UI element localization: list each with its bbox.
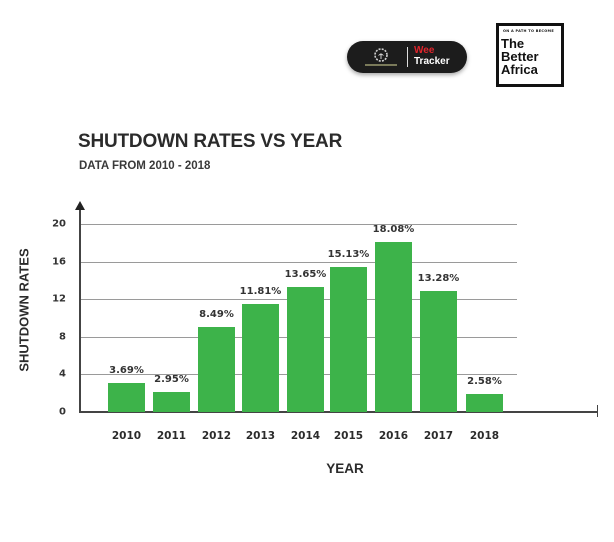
bar-2015 <box>330 267 367 412</box>
y-tick-label: 20 <box>52 218 66 230</box>
x-tick-label: 2015 <box>333 430 364 442</box>
bar-2010 <box>108 382 145 412</box>
y-tick-label: 8 <box>59 331 66 343</box>
value-label: 15.13% <box>327 249 370 261</box>
x-tick-label: 2018 <box>469 430 500 442</box>
x-tick-label: 2014 <box>290 430 321 442</box>
chart-subtitle: DATA FROM 2010 - 2018 <box>79 160 211 172</box>
bar-2018 <box>466 394 503 412</box>
logo-tagline: ON A PATH TO BECOME <box>503 29 555 33</box>
value-label: 18.08% <box>372 223 415 235</box>
logo-line-better: Better <box>501 49 539 64</box>
the-better-africa-logo: ON A PATH TO BECOME The Better Africa <box>496 23 564 87</box>
y-axis <box>79 208 81 413</box>
bar-2017 <box>420 290 457 412</box>
logo-divider <box>407 47 408 67</box>
logo-tracker-text: Tracker <box>414 56 450 67</box>
value-label: 11.81% <box>239 285 282 297</box>
logo-caption <box>365 64 397 66</box>
chart-title: SHUTDOWN RATES VS YEAR <box>78 131 343 152</box>
bar-2013 <box>242 303 279 412</box>
logo-wee-text: Wee <box>414 45 435 56</box>
x-axis-end-tick <box>597 405 598 417</box>
gridline <box>81 262 517 263</box>
value-label: 8.49% <box>199 309 234 321</box>
x-tick-label: 2010 <box>111 430 142 442</box>
value-label: 13.65% <box>284 268 327 280</box>
logo-line-the: The <box>501 36 525 51</box>
gear-leaf-icon <box>374 48 388 62</box>
logo-line-africa: Africa <box>501 62 538 77</box>
x-axis-label: YEAR <box>326 461 364 476</box>
x-tick-label: 2012 <box>201 430 232 442</box>
x-axis <box>79 411 598 413</box>
y-tick-label: 4 <box>59 368 66 380</box>
value-label: 2.95% <box>154 374 189 386</box>
bar-2011 <box>153 392 190 412</box>
x-tick-label: 2011 <box>156 430 187 442</box>
value-label: 13.28% <box>417 272 460 284</box>
y-tick-label: 12 <box>52 293 66 305</box>
y-tick-label: 16 <box>52 256 66 268</box>
x-tick-label: 2017 <box>423 430 454 442</box>
y-tick-label: 0 <box>59 406 66 418</box>
bar-2014 <box>287 286 324 412</box>
x-tick-label: 2016 <box>378 430 409 442</box>
bar-2016 <box>375 241 412 412</box>
x-tick-label: 2013 <box>245 430 276 442</box>
value-label: 3.69% <box>109 364 144 376</box>
bar-2012 <box>198 327 235 412</box>
gridline <box>81 224 517 225</box>
value-label: 2.58% <box>467 376 502 388</box>
weetracker-logo: Wee Tracker <box>347 41 467 73</box>
y-axis-arrow-icon <box>75 201 85 210</box>
y-axis-label: SHUTDOWN RATES <box>16 248 32 372</box>
